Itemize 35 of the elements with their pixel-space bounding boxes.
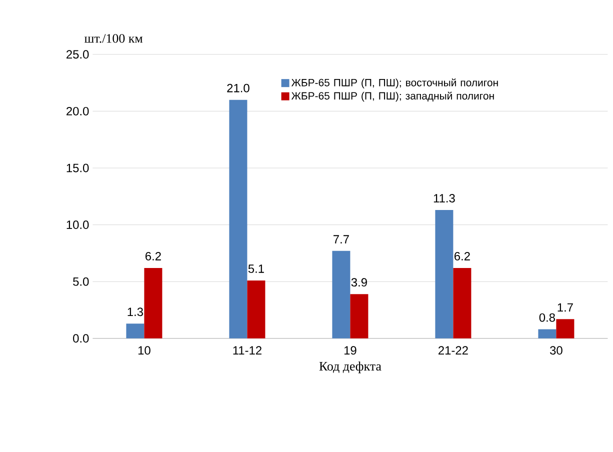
data-label: 6.2 [146,252,161,260]
y-tick-label: 10.0 [66,220,89,230]
data-label: 5.1 [248,264,264,273]
x-tick-label: 10 [138,346,150,355]
data-label: 21.0 [227,84,250,92]
x-tick-label: 11-12 [233,346,262,355]
data-label: 1.7 [558,303,573,312]
legend-label: ЖБР-65 ПШР (П, ПШ); восточный полигон [291,78,498,88]
y-tick-label: 15.0 [66,164,89,172]
data-label: 6.2 [454,252,470,260]
legend-label: ЖБР-65 ПШР (П, ПШ); западный полигон [291,92,494,102]
y-tick-label: 25.0 [66,50,89,59]
y-tick-label: 5.0 [73,277,89,286]
data-label: 0.8 [539,313,555,322]
y-axis-title: шт./100 км [84,34,143,43]
bar [556,319,574,338]
x-tick-label: 30 [550,346,562,355]
data-label: 1.3 [128,308,143,316]
y-tick-label: 0.0 [73,334,89,343]
bar [453,268,472,338]
bar [435,210,454,338]
bar [538,329,556,338]
bar [229,100,248,338]
data-label: 11.3 [434,194,455,202]
x-tick-label: 19 [344,346,356,355]
bar [332,250,350,338]
bar [350,294,368,338]
data-label: 7.7 [334,235,349,244]
data-label: 3.9 [351,278,367,287]
x-tick-label: 21-22 [438,346,468,355]
bar [126,324,144,338]
y-tick-label: 20.0 [66,106,89,116]
x-axis-title: Код дефкта [319,361,382,374]
bar [144,268,162,338]
bar [247,280,266,338]
